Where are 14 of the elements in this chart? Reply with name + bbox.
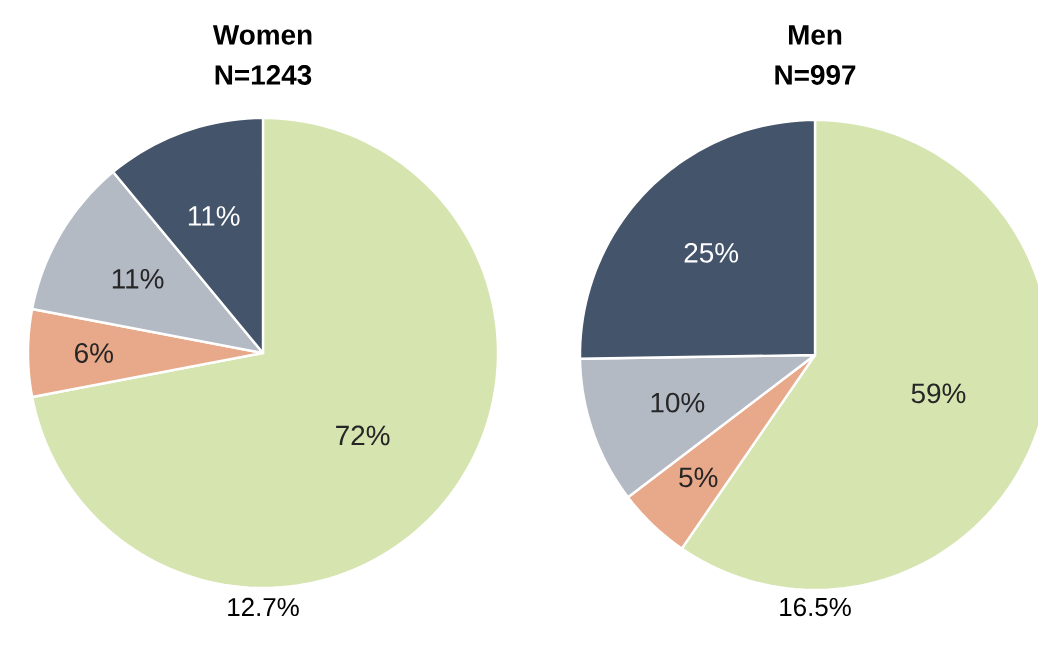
text: 16.5%: [780, 597, 851, 617]
chart-subtitle: N=1243: [215, 65, 312, 85]
data-label: 11%: [112, 269, 164, 289]
chart-subtitle: N=997: [775, 65, 856, 85]
data-label: 5%: [679, 467, 718, 488]
text: 12.7%: [228, 597, 299, 617]
data-label: 6%: [75, 343, 113, 363]
data-label: 11%: [188, 206, 240, 226]
data-label: 72%: [336, 425, 390, 446]
chart-title: Men: [788, 25, 842, 45]
data-label: 25%: [684, 242, 739, 263]
data-label: 59%: [911, 383, 966, 404]
chart-title: Women: [212, 25, 312, 45]
data-label: 10%: [651, 392, 705, 413]
